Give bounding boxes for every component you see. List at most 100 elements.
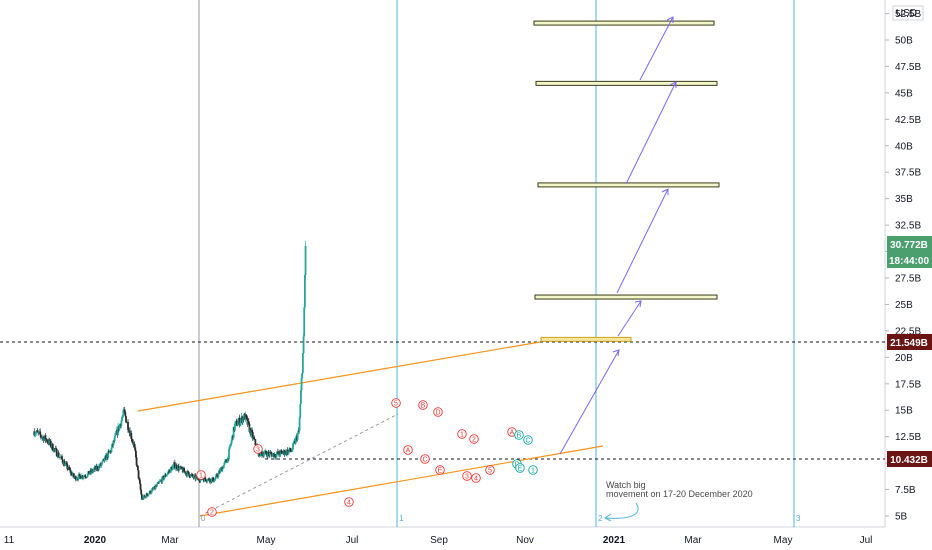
channel-upper-line[interactable] xyxy=(137,341,541,412)
candle-body xyxy=(133,443,136,448)
price-tick-label: 45B xyxy=(895,88,913,99)
candle-body xyxy=(50,446,53,448)
dashed-trend-line xyxy=(199,413,399,517)
target-boxes xyxy=(533,20,720,342)
channel-lower-line[interactable] xyxy=(199,445,604,517)
wave-label: C xyxy=(422,457,427,464)
candle-body xyxy=(121,415,124,418)
annotation-curved-arrow xyxy=(605,502,639,519)
currency-box xyxy=(892,5,924,21)
target-box[interactable] xyxy=(535,80,718,86)
candle-body xyxy=(193,475,195,478)
candle-body xyxy=(135,450,137,458)
target-box[interactable] xyxy=(540,336,632,342)
candle-body xyxy=(187,471,190,475)
candle-body xyxy=(254,439,257,445)
candle-body xyxy=(269,452,271,456)
candle-body xyxy=(291,449,294,452)
candle-body xyxy=(214,478,217,480)
price-tick-label: 5B xyxy=(895,512,908,523)
candle-body xyxy=(69,469,72,474)
candle-body xyxy=(238,418,241,426)
price-axis[interactable]: 5B7.5B10B12.5B15B17.5B20B22.5B25B27.5B30… xyxy=(884,0,921,527)
candle-body xyxy=(230,439,233,444)
price-tick-label: 12.5B xyxy=(895,432,921,443)
time-tick-label: Jul xyxy=(860,535,873,546)
price-tick-label: 50B xyxy=(895,36,913,47)
candle-body xyxy=(137,470,140,479)
price-tick-label: 20B xyxy=(895,353,913,364)
candle-body xyxy=(113,440,116,442)
wave-label-circle xyxy=(253,444,263,454)
candle-body xyxy=(164,474,167,477)
candle-body xyxy=(206,479,209,481)
candle-body xyxy=(279,450,282,456)
candle-body xyxy=(98,465,100,470)
target-box[interactable] xyxy=(534,294,718,300)
countdown-badge-bg xyxy=(887,252,932,268)
candle-body xyxy=(206,480,209,482)
candle-body xyxy=(125,416,127,423)
price-tick-label: 37.5B xyxy=(895,168,921,179)
candle-body xyxy=(155,485,158,487)
price-tick-label: 25B xyxy=(895,300,913,311)
candle-body xyxy=(78,474,81,477)
candle-body xyxy=(137,465,139,471)
candle-body xyxy=(234,421,237,424)
candle-body xyxy=(43,437,46,442)
projection-arrow-2-head xyxy=(634,300,642,308)
candle-body xyxy=(247,421,250,424)
candle-body xyxy=(241,417,244,423)
candle-body xyxy=(303,275,306,308)
wave-label: 2 xyxy=(472,437,476,444)
candle-body xyxy=(112,440,115,446)
wave-label-circle xyxy=(418,400,428,410)
candle-body xyxy=(148,493,151,495)
candle-body xyxy=(280,451,283,452)
wave-label: D xyxy=(435,410,440,417)
elliott-wave-labels: 12345ABCDE12345ABCDE1 xyxy=(196,398,538,517)
candle-body xyxy=(300,390,302,404)
candle-body xyxy=(189,474,192,478)
wave-label-circle xyxy=(515,463,525,473)
time-axis[interactable]: 11 2020 Mar May Jul Sep Nov 2021 Mar May Jul xyxy=(0,526,885,546)
candle-body xyxy=(55,448,58,457)
candle-body xyxy=(303,307,306,337)
candle-body xyxy=(81,475,84,478)
target-box[interactable] xyxy=(533,20,715,26)
projection-arrow-4-head xyxy=(669,81,677,88)
time-tick-label: May xyxy=(774,535,793,546)
candle-body xyxy=(275,454,278,458)
projection-arrow-5 xyxy=(639,16,674,81)
candle-body xyxy=(173,462,176,469)
candle-body xyxy=(271,454,274,457)
target-box[interactable] xyxy=(537,182,720,188)
candle-body xyxy=(156,483,158,486)
candle-body xyxy=(55,448,57,450)
candle-body xyxy=(131,438,133,441)
candle-body xyxy=(208,478,211,481)
projection-arrow-3-head xyxy=(661,188,669,195)
candle-body xyxy=(127,422,129,430)
price-tick-label: 15B xyxy=(895,406,913,417)
time-tick-label: 2020 xyxy=(84,535,107,546)
candle-body xyxy=(118,425,121,431)
candle-body xyxy=(102,459,104,462)
candle-body xyxy=(250,430,253,436)
candle-body xyxy=(244,414,247,420)
candle-body xyxy=(130,433,133,439)
time-tick-label: Mar xyxy=(684,535,702,546)
candle-body xyxy=(188,474,191,477)
candle-body xyxy=(232,427,235,439)
candle-body xyxy=(168,471,170,473)
candle-body xyxy=(214,475,217,479)
candle-body xyxy=(110,447,113,453)
candle-body xyxy=(265,450,267,454)
candle-body xyxy=(49,440,52,447)
candle-body xyxy=(134,447,137,451)
projection-arrows xyxy=(559,16,677,455)
candle-body xyxy=(216,474,218,477)
candle-body xyxy=(226,458,229,463)
candle-body xyxy=(213,479,216,482)
